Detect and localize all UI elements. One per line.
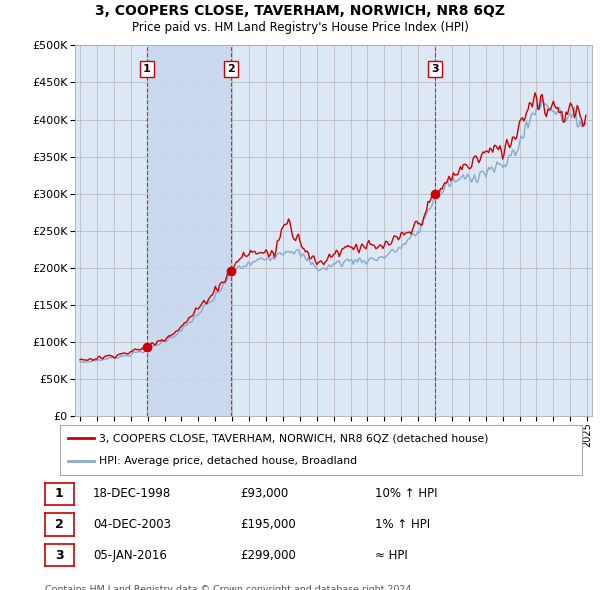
Text: 18-DEC-1998: 18-DEC-1998 [93, 487, 171, 500]
Text: 3, COOPERS CLOSE, TAVERHAM, NORWICH, NR8 6QZ: 3, COOPERS CLOSE, TAVERHAM, NORWICH, NR8… [95, 4, 505, 18]
Text: 2: 2 [227, 64, 235, 74]
Text: Price paid vs. HM Land Registry's House Price Index (HPI): Price paid vs. HM Land Registry's House … [131, 21, 469, 34]
Text: £93,000: £93,000 [240, 487, 288, 500]
Text: HPI: Average price, detached house, Broadland: HPI: Average price, detached house, Broa… [99, 457, 357, 467]
Text: 05-JAN-2016: 05-JAN-2016 [93, 549, 167, 562]
Text: 10% ↑ HPI: 10% ↑ HPI [375, 487, 437, 500]
Text: Contains HM Land Registry data © Crown copyright and database right 2024.: Contains HM Land Registry data © Crown c… [45, 585, 415, 590]
Text: 3, COOPERS CLOSE, TAVERHAM, NORWICH, NR8 6QZ (detached house): 3, COOPERS CLOSE, TAVERHAM, NORWICH, NR8… [99, 433, 488, 443]
Text: 1: 1 [143, 64, 151, 74]
Bar [147, 45, 231, 416]
Text: £299,000: £299,000 [240, 549, 296, 562]
Text: 04-DEC-2003: 04-DEC-2003 [93, 518, 171, 531]
Text: 2: 2 [55, 518, 64, 531]
Text: 1% ↑ HPI: 1% ↑ HPI [375, 518, 430, 531]
Text: £195,000: £195,000 [240, 518, 296, 531]
Text: ≈ HPI: ≈ HPI [375, 549, 408, 562]
Text: 1: 1 [55, 487, 64, 500]
Text: 3: 3 [55, 549, 64, 562]
Text: 3: 3 [431, 64, 439, 74]
